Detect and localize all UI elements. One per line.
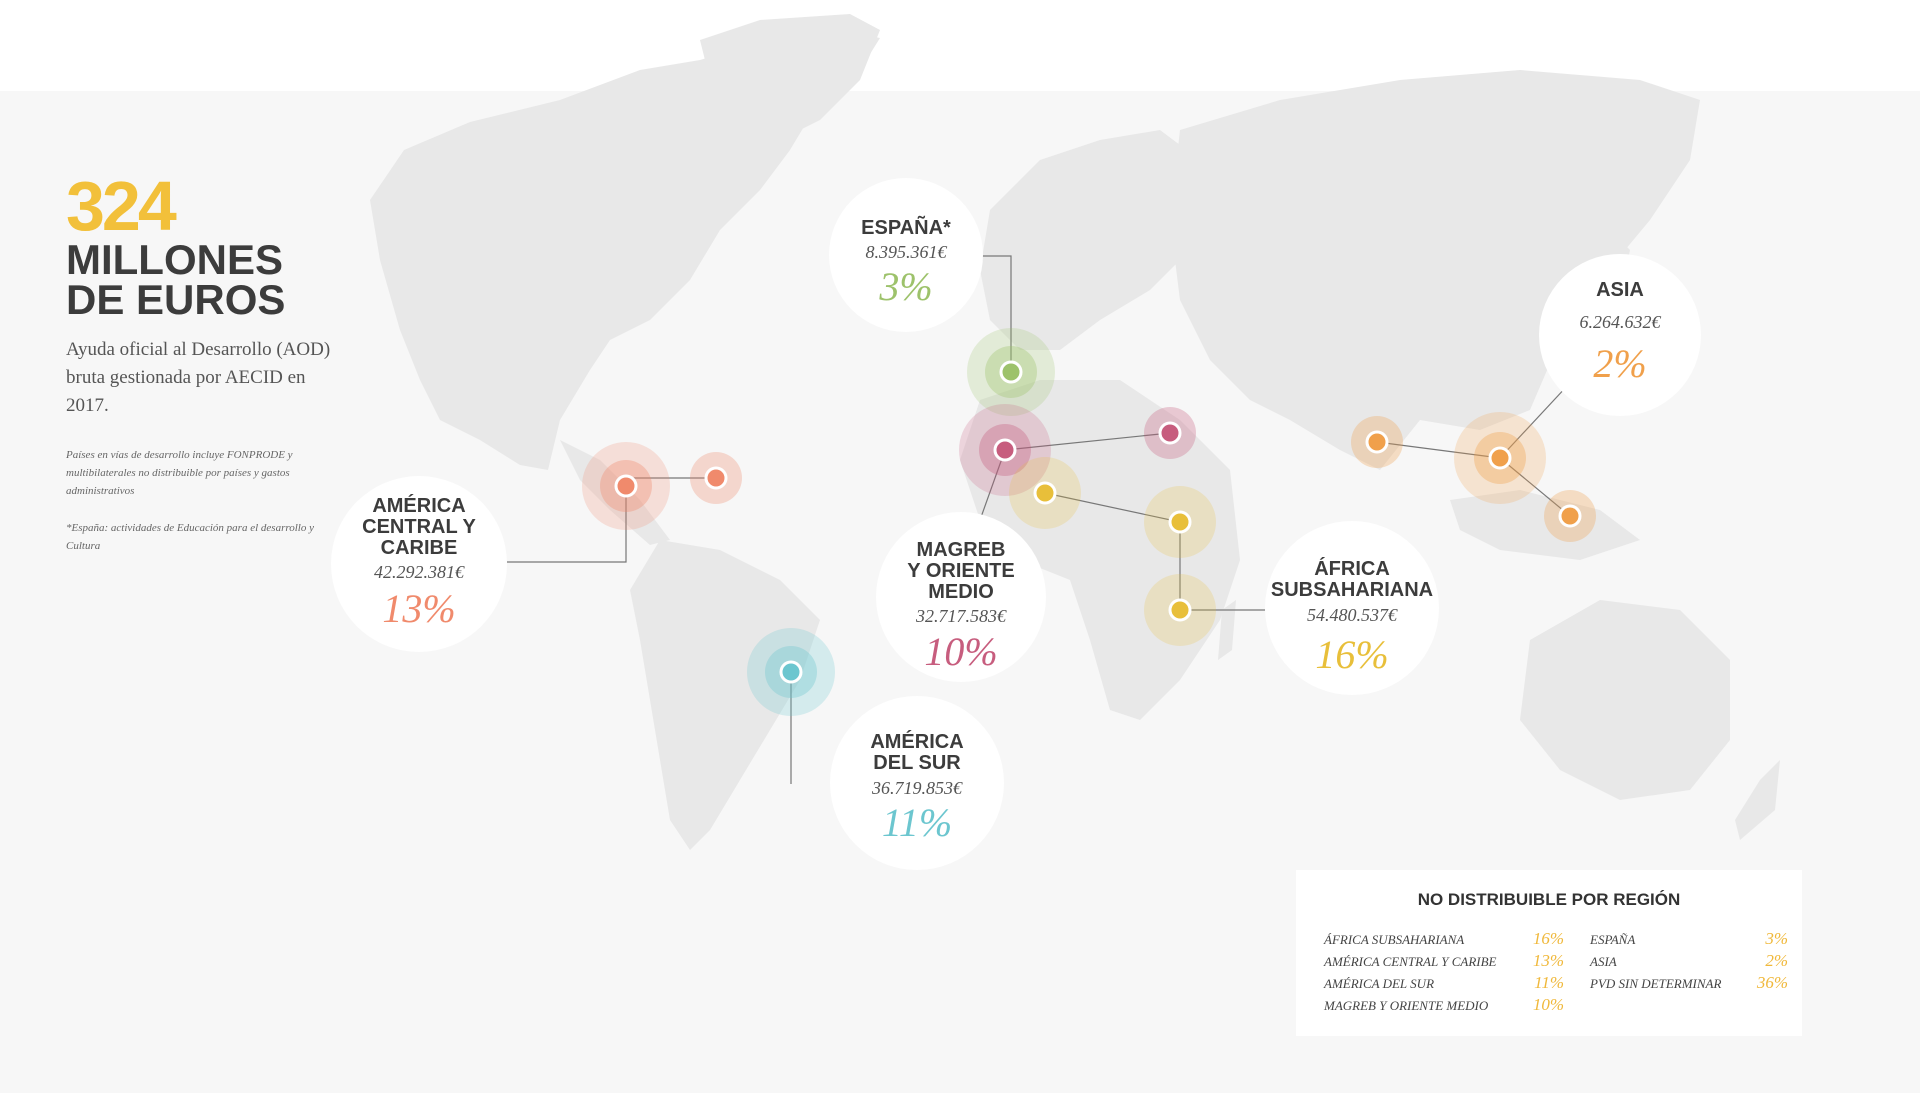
bubble-africa-title: ÁFRICA SUBSAHARIANA xyxy=(1265,559,1439,601)
bubble-america-sur-percent: 11% xyxy=(881,800,953,845)
bubble-america-sur-title: AMÉRICA DEL SUR xyxy=(830,732,1004,774)
bubble-america-central-title-line3: CARIBE xyxy=(380,537,458,559)
bubble-magreb-title-line2: Y ORIENTE xyxy=(907,560,1015,582)
bubble-espana: ESPAÑA* 8.395.361€ 3% xyxy=(829,178,983,332)
marker-asia-india xyxy=(1351,416,1403,468)
continent-north-america xyxy=(370,30,880,470)
bubble-africa-title-line2: SUBSAHARIANA xyxy=(1270,579,1434,601)
legend-value: 16% xyxy=(1532,929,1564,948)
legend-value: 36% xyxy=(1756,973,1788,992)
island-new-zealand xyxy=(1735,760,1780,840)
legend-label: América Central y Caribe xyxy=(1324,954,1497,969)
headline-unit: MILLONES DE EUROS xyxy=(66,236,386,323)
bubble-america-central-title-line1: AMÉRICA xyxy=(372,495,466,517)
bubble-magreb-amount: 32.717.583€ xyxy=(916,606,1006,626)
bubble-asia-amount: 6.264.632€ xyxy=(1579,312,1661,332)
bubble-asia-title: ASIA xyxy=(1596,279,1644,301)
legend-label: Asia xyxy=(1590,954,1617,969)
continent-greenland xyxy=(700,14,880,140)
legend-label: España xyxy=(1590,932,1636,947)
bubble-america-sur-amount: 36.719.853€ xyxy=(872,778,962,798)
marker-espana xyxy=(967,328,1055,416)
headline-description: Ayuda oficial al Desarrollo (AOD) bruta … xyxy=(66,339,331,416)
bubble-africa-title-line1: ÁFRICA xyxy=(1314,558,1390,580)
marker-magreb-main xyxy=(959,404,1051,496)
legend-value: 11% xyxy=(1534,973,1564,992)
marker-africa-east xyxy=(1144,486,1216,558)
bubble-espana-title: ESPAÑA* xyxy=(861,217,951,239)
note-espana: *España: actividades de Educación para e… xyxy=(66,522,314,552)
bubble-espana-amount: 8.395.361€ xyxy=(865,242,947,262)
bubble-asia: ASIA 6.264.632€ 2% xyxy=(1539,254,1701,416)
marker-africa-south xyxy=(1144,574,1216,646)
bubble-america-central-title: AMÉRICA CENTRAL Y CARIBE xyxy=(331,496,507,559)
marker-america-sur xyxy=(747,628,835,716)
legend-value: 10% xyxy=(1532,995,1564,1014)
marker-magreb-east xyxy=(1144,407,1196,459)
continents xyxy=(370,14,1780,850)
connector-lines xyxy=(507,255,1571,784)
legend-value: 2% xyxy=(1765,951,1788,970)
bubble-america-central-title-line2: CENTRAL Y xyxy=(362,516,476,538)
bubble-america-sur-title-line2: DEL SUR xyxy=(873,752,961,774)
legend-value: 13% xyxy=(1532,951,1564,970)
marker-africa-west xyxy=(1009,457,1081,529)
continent-central-america xyxy=(560,440,670,545)
bubble-espana-percent: 3% xyxy=(879,264,933,309)
bubble-africa: ÁFRICA SUBSAHARIANA 54.480.537€ 16% xyxy=(1265,521,1439,695)
marker-america-central-main xyxy=(582,442,670,530)
marker-america-central-caribe xyxy=(690,452,742,504)
continent-south-america xyxy=(630,540,820,850)
legend-box: NO DISTRIBUIBLE POR REGIÓN África Subsah… xyxy=(1296,870,1802,1036)
legend-value: 3% xyxy=(1765,929,1788,948)
bubble-america-central-percent: 13% xyxy=(382,586,456,631)
headline-unit-line1: MILLONES xyxy=(66,236,283,283)
island-madagascar xyxy=(1218,600,1236,660)
bubble-magreb-title-line3: MEDIO xyxy=(928,581,994,603)
region-markers xyxy=(582,328,1596,716)
note-pvd: Países en vías de desarrollo incluye FON… xyxy=(66,449,293,497)
continent-asia xyxy=(1170,70,1700,470)
continent-australia xyxy=(1520,600,1730,800)
bubble-magreb: MAGREB Y ORIENTE MEDIO 32.717.583€ 10% xyxy=(876,512,1046,682)
bubble-magreb-title-line1: MAGREB xyxy=(916,539,1006,561)
legend-label: África Subsahariana xyxy=(1324,932,1465,947)
legend-label: PVD sin determinar xyxy=(1590,976,1722,991)
headline-number: 324 xyxy=(66,167,177,245)
marker-asia-main xyxy=(1454,412,1546,504)
continent-africa xyxy=(960,380,1240,720)
bubble-america-sur-title-line1: AMÉRICA xyxy=(870,731,964,753)
bubble-america-central: AMÉRICA CENTRAL Y CARIBE 42.292.381€ 13% xyxy=(331,476,507,652)
bubble-africa-percent: 16% xyxy=(1315,632,1389,677)
bubble-magreb-title: MAGREB Y ORIENTE MEDIO xyxy=(876,540,1046,603)
continent-europe xyxy=(980,130,1220,350)
islands-southeast-asia xyxy=(1450,490,1640,560)
bubble-magreb-percent: 10% xyxy=(924,629,998,674)
bubble-america-sur: AMÉRICA DEL SUR 36.719.853€ 11% xyxy=(830,696,1004,870)
bubble-africa-amount: 54.480.537€ xyxy=(1307,605,1397,625)
legend-title: NO DISTRIBUIBLE POR REGIÓN xyxy=(1417,890,1681,909)
bubble-asia-percent: 2% xyxy=(1593,341,1647,386)
bubble-america-central-amount: 42.292.381€ xyxy=(374,562,464,582)
legend-label: América del sur xyxy=(1324,976,1435,991)
marker-asia-southeast xyxy=(1544,490,1596,542)
headline-unit-line2: DE EUROS xyxy=(66,276,286,323)
legend-label: Magreb y oriente medio xyxy=(1324,998,1489,1013)
